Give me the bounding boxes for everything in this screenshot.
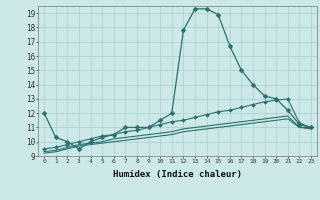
X-axis label: Humidex (Indice chaleur): Humidex (Indice chaleur) [113, 170, 242, 179]
